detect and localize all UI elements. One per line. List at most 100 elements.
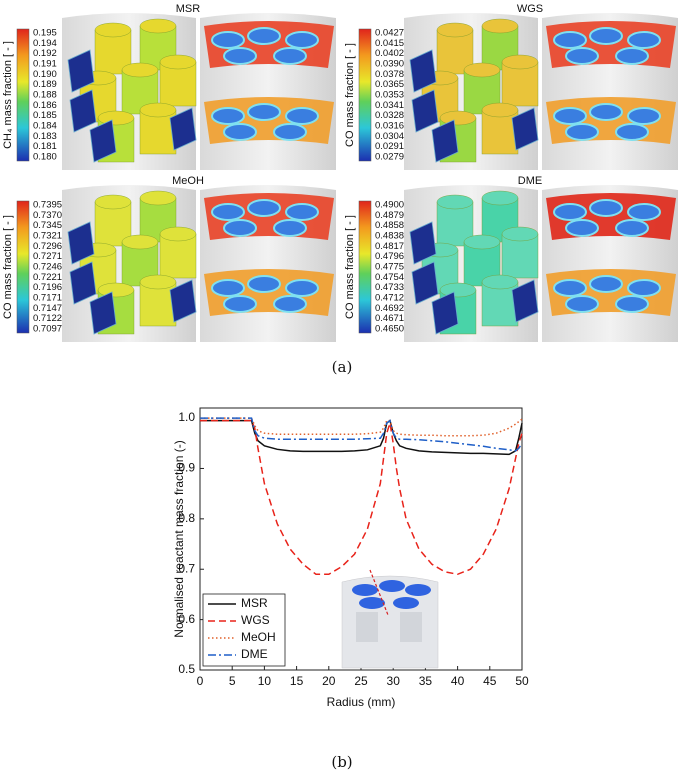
legend-label: WGS xyxy=(241,613,270,627)
slice-pellet xyxy=(247,199,281,217)
pellet-top xyxy=(481,190,519,206)
slice-pellet xyxy=(223,219,257,237)
colorbar-tick-label: 0.4858 xyxy=(375,220,404,231)
slice-pellet xyxy=(627,107,661,125)
pellet-top xyxy=(139,102,177,118)
colorbar xyxy=(16,28,30,162)
colorbar-tick-label: 0.4692 xyxy=(375,303,404,314)
pellet-top xyxy=(121,234,159,250)
colorbar-tick-label: 0.7321 xyxy=(33,231,62,242)
pellet-top xyxy=(463,62,501,78)
colorbar-tick-label: 0.4817 xyxy=(375,241,404,252)
colorbar-tick-label: 0.7345 xyxy=(33,220,62,231)
slice-pellet xyxy=(247,103,281,121)
colorbar-tick-label: 0.4754 xyxy=(375,272,404,283)
colorbar-tick-label: 0.7196 xyxy=(33,282,62,293)
legend-label: DME xyxy=(241,647,268,661)
pellet-face xyxy=(411,89,439,133)
slice-pellet xyxy=(273,295,307,313)
x-tick-label: 5 xyxy=(229,674,236,688)
colorbar-tick-label: 0.0304 xyxy=(375,131,404,142)
legend-box xyxy=(202,593,286,667)
pellet xyxy=(481,281,519,327)
y-tick-label: 0.6 xyxy=(178,612,195,626)
slice-pellet xyxy=(223,47,257,65)
slice-pellet xyxy=(211,203,245,221)
colorbar-tick-label: 0.186 xyxy=(33,100,57,111)
slice-pellet xyxy=(223,295,257,313)
slice-pellet xyxy=(247,275,281,293)
pellet-top xyxy=(439,110,477,126)
slice-pellet xyxy=(285,203,319,221)
inset-pellet xyxy=(359,597,385,609)
pellet-top xyxy=(139,18,177,34)
pellet xyxy=(139,281,177,327)
x-tick-label: 25 xyxy=(354,674,368,688)
slice-pellet xyxy=(615,123,649,141)
inset-pellet xyxy=(379,580,405,592)
colorbar-tick-label: 0.191 xyxy=(33,59,57,70)
pellet-top xyxy=(501,54,539,70)
colorbar-tick-label: 0.194 xyxy=(33,38,57,49)
colorbar-tick-label: 0.7171 xyxy=(33,293,62,304)
pellet-top xyxy=(436,194,474,210)
pellet-top xyxy=(501,226,539,242)
series-line xyxy=(200,417,523,452)
colorbar-tick-label: 0.185 xyxy=(33,110,57,121)
y-tick-label: 1.0 xyxy=(178,410,195,424)
panel-title: MeOH xyxy=(172,175,204,187)
pellet-top xyxy=(439,282,477,298)
slice-pellet xyxy=(553,279,587,297)
slice-pellet xyxy=(589,27,623,45)
x-tick-label: 10 xyxy=(258,674,272,688)
colorbar-tick-label: 0.0390 xyxy=(375,59,404,70)
slice-pellet xyxy=(553,203,587,221)
colorbar-tick-label: 0.0279 xyxy=(375,152,404,163)
pellet-top xyxy=(159,226,197,242)
pellet-top xyxy=(481,102,519,118)
colorbar-tick-label: 0.190 xyxy=(33,69,57,80)
pellet-top xyxy=(481,18,519,34)
pellet-face xyxy=(169,107,197,151)
colorbar-tick-label: 0.4671 xyxy=(375,313,404,324)
pellet-face xyxy=(69,261,97,305)
colorbar-tick-label: 0.4650 xyxy=(375,324,404,335)
slice-pellet xyxy=(589,275,623,293)
inset-pellet xyxy=(405,584,431,596)
y-tick-label: 0.9 xyxy=(178,461,195,475)
inset-pellet xyxy=(352,584,378,596)
pellet xyxy=(501,61,539,107)
slice-pellet xyxy=(285,107,319,125)
legend-label: MSR xyxy=(241,596,268,610)
colorbar-label: CO mass fraction [ - ] xyxy=(344,215,356,319)
slice-pellet xyxy=(615,219,649,237)
pellet xyxy=(501,233,539,279)
colorbar-tick-label: 0.0378 xyxy=(375,69,404,80)
slice-pellet xyxy=(565,47,599,65)
colorbar-tick-label: 0.183 xyxy=(33,131,57,142)
colorbar-tick-label: 0.0415 xyxy=(375,38,404,49)
colorbar-tick-label: 0.4775 xyxy=(375,262,404,273)
pellet-top xyxy=(97,282,135,298)
colorbar-tick-label: 0.0402 xyxy=(375,48,404,59)
colorbar-tick-label: 0.7296 xyxy=(33,241,62,252)
slice-pellet xyxy=(211,107,245,125)
series-line xyxy=(200,419,523,456)
colorbar-tick-label: 0.180 xyxy=(33,152,57,163)
x-tick-label: 40 xyxy=(451,674,465,688)
colorbar-label: CO mass fraction [ - ] xyxy=(344,43,356,147)
pellet xyxy=(481,109,519,155)
colorbar-tick-label: 0.184 xyxy=(33,121,57,132)
pellet-face xyxy=(69,89,97,133)
slice-pellet xyxy=(285,279,319,297)
slice-pellet xyxy=(589,199,623,217)
colorbar-tick-label: 0.0427 xyxy=(375,28,404,39)
pellet-face xyxy=(409,221,437,265)
y-axis-label: Normalised reactant mass fraction (-) xyxy=(172,440,186,637)
slice-pellet xyxy=(553,31,587,49)
x-tick-label: 20 xyxy=(322,674,336,688)
panel-title: WGS xyxy=(517,3,543,15)
pellet-face xyxy=(431,119,459,163)
